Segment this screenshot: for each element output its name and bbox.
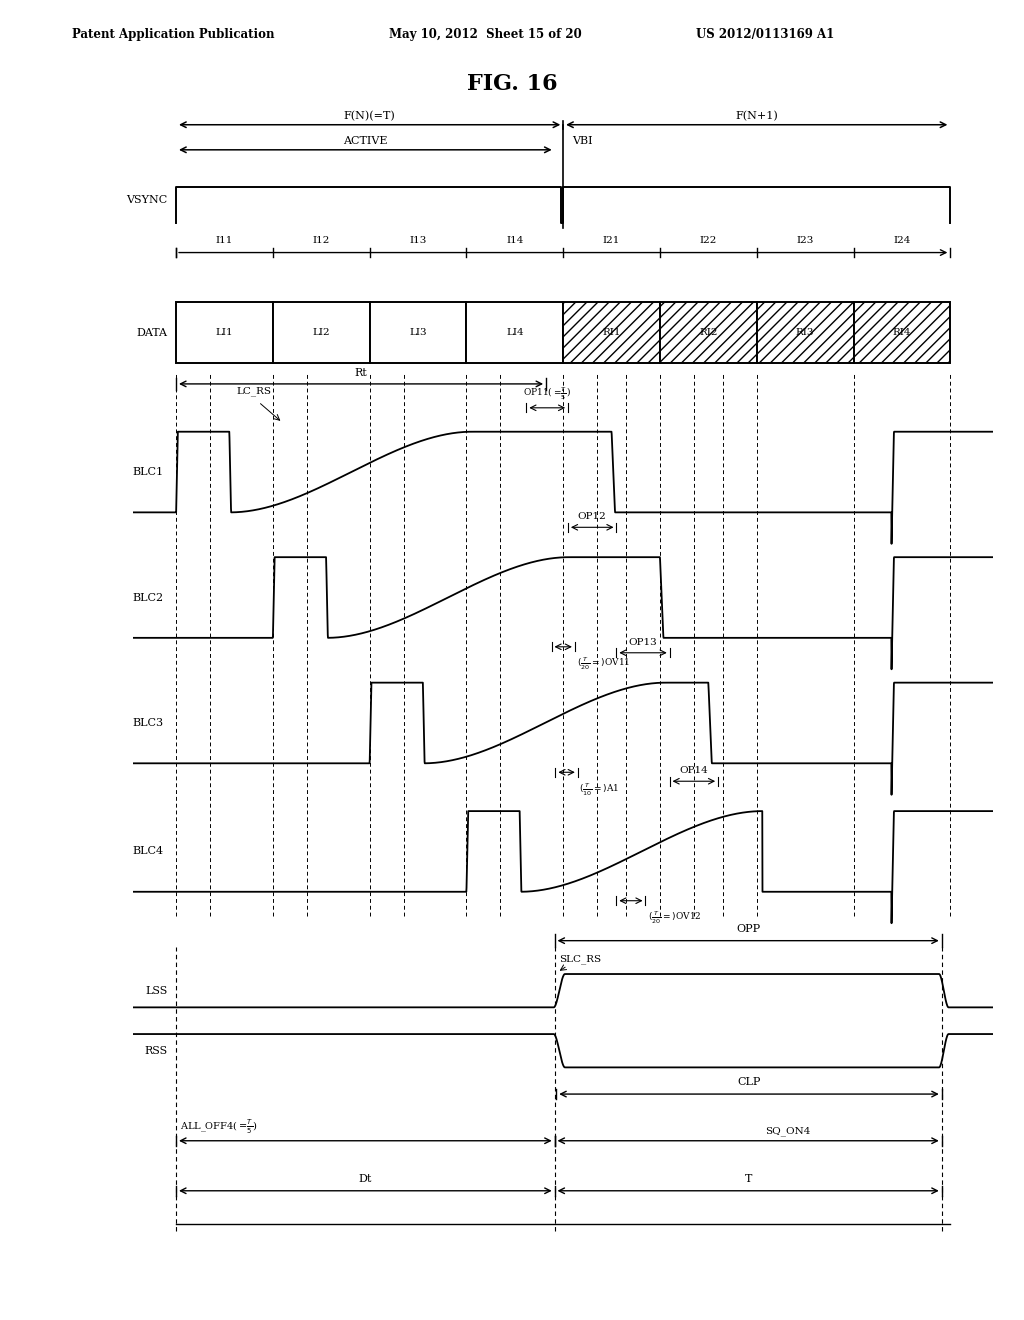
Text: May 10, 2012  Sheet 15 of 20: May 10, 2012 Sheet 15 of 20 [389, 28, 582, 41]
Text: LC_RS: LC_RS [237, 387, 271, 396]
Text: BLC3: BLC3 [132, 718, 163, 727]
Bar [272, 302, 370, 363]
Text: Patent Application Publication: Patent Application Publication [72, 28, 274, 41]
Text: OP14: OP14 [680, 766, 709, 775]
Text: LI3: LI3 [410, 329, 427, 337]
Text: SQ_ON4: SQ_ON4 [765, 1126, 811, 1135]
Text: I13: I13 [410, 236, 427, 246]
Bar [370, 302, 467, 363]
Text: FIG. 16: FIG. 16 [467, 73, 557, 95]
Text: BLC1: BLC1 [132, 467, 163, 477]
Text: LSS: LSS [145, 986, 168, 995]
Text: T: T [744, 1173, 752, 1184]
Text: ALL_OFF4($=\!\frac{T}{5}$): ALL_OFF4($=\!\frac{T}{5}$) [180, 1118, 258, 1135]
Text: SLC_RS: SLC_RS [559, 954, 601, 964]
Text: OP13: OP13 [629, 638, 657, 647]
Text: I24: I24 [893, 236, 910, 246]
Text: LI1: LI1 [216, 329, 233, 337]
Text: RI1: RI1 [602, 329, 621, 337]
Text: $(\frac{T}{10}{=})$A1: $(\frac{T}{10}{=})$A1 [580, 781, 620, 797]
Text: I12: I12 [312, 236, 330, 246]
Text: RSS: RSS [144, 1045, 168, 1056]
Text: RI4: RI4 [893, 329, 911, 337]
Text: VBI: VBI [571, 136, 593, 147]
Text: BLC2: BLC2 [132, 593, 163, 602]
Text: F(N+1): F(N+1) [735, 111, 778, 121]
Text: US 2012/0113169 A1: US 2012/0113169 A1 [696, 28, 835, 41]
Text: VSYNC: VSYNC [126, 195, 168, 205]
Text: I21: I21 [603, 236, 621, 246]
Text: LI4: LI4 [506, 329, 523, 337]
Bar [757, 302, 854, 363]
Text: I11: I11 [216, 236, 233, 246]
Text: ACTIVE: ACTIVE [343, 136, 388, 147]
Text: I22: I22 [699, 236, 717, 246]
Text: OP12: OP12 [578, 512, 606, 521]
Text: I23: I23 [797, 236, 814, 246]
Text: RI3: RI3 [796, 329, 814, 337]
Text: I14: I14 [506, 236, 523, 246]
Bar [853, 302, 950, 363]
Text: Rt: Rt [354, 368, 368, 378]
Text: OP11($=\!\frac{T}{5}$): OP11($=\!\frac{T}{5}$) [523, 385, 571, 401]
Text: $(\frac{T}{20}{=})$OV11: $(\frac{T}{20}{=})$OV11 [578, 656, 631, 672]
Text: $(\frac{T}{20}{=})$OV12: $(\frac{T}{20}{=})$OV12 [648, 909, 701, 927]
Text: DATA: DATA [136, 327, 168, 338]
Bar [466, 302, 563, 363]
Text: BLC4: BLC4 [132, 846, 163, 857]
Text: Dt: Dt [358, 1173, 372, 1184]
Text: LI2: LI2 [312, 329, 330, 337]
Bar [563, 302, 660, 363]
Text: CLP: CLP [737, 1077, 761, 1088]
Text: OPP: OPP [736, 924, 760, 935]
Text: RI2: RI2 [699, 329, 718, 337]
Text: F(N)(=T): F(N)(=T) [344, 111, 395, 121]
Bar [176, 302, 272, 363]
Bar [659, 302, 757, 363]
